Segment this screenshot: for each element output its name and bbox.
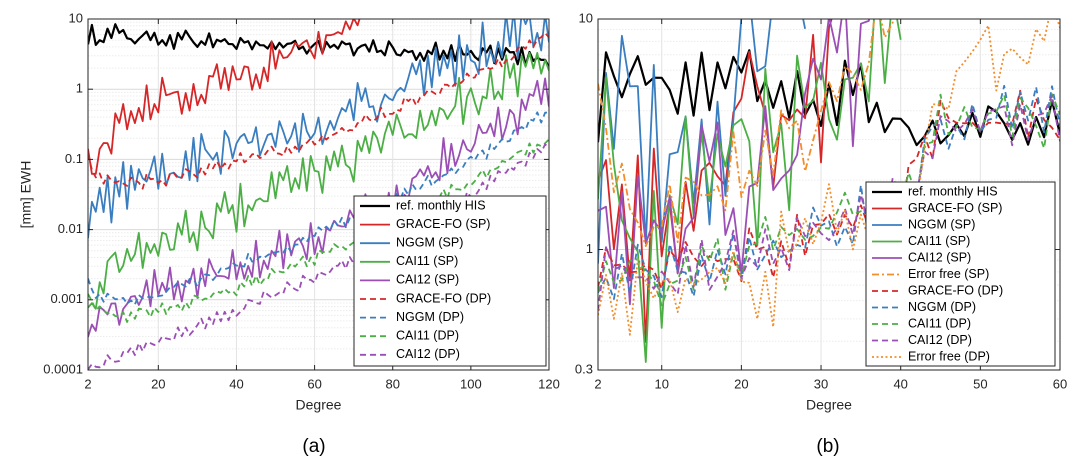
legend-entry: Error free (SP): [908, 267, 989, 281]
y-tick-label: 10: [579, 10, 593, 25]
x-tick-label: 60: [1053, 376, 1067, 391]
legend-entry: ref. monthly HIS: [396, 198, 486, 212]
series-line-5: [598, 19, 895, 247]
x-tick-label: 2: [84, 376, 91, 391]
y-axis: 0.3 1 10: [575, 10, 1060, 376]
x-axis: 2 10 20 30 40 50 60: [594, 19, 1067, 391]
x-tick-label: 30: [814, 376, 828, 391]
legend-entry: GRACE-FO (DP): [908, 283, 1003, 297]
x-tick-label: 40: [893, 376, 907, 391]
x-tick-label: 20: [734, 376, 748, 391]
x-tick-label: 80: [385, 376, 399, 391]
legend-entry: CAI12 (SP): [396, 273, 459, 287]
legend-entry: NGGM (SP): [396, 235, 463, 249]
series-line-7: [88, 138, 549, 323]
series-line-10: [598, 19, 1060, 336]
y-tick-label: 1: [76, 81, 83, 96]
legend-entry: CAI12 (DP): [396, 347, 460, 361]
series-line-9: [598, 94, 1060, 311]
series-line-5: [88, 32, 549, 190]
y-tick-label: 0.3: [575, 361, 593, 376]
panel-caption: (a): [302, 436, 325, 457]
y-tick-label: 10: [69, 10, 83, 25]
y-tick-label: 0.001: [50, 291, 83, 306]
legend-entry: GRACE-FO (DP): [396, 291, 491, 305]
x-tick-label: 50: [973, 376, 987, 391]
legend-entry: CAI12 (DP): [908, 333, 972, 347]
x-axis-label: Degree: [296, 397, 342, 413]
y-tick-label: 0.01: [58, 221, 83, 236]
series-group: [88, 19, 549, 370]
y-axis: 0.0001 0.001 0.01 0.1 1 10: [43, 10, 549, 376]
legend-entry: CAI11 (SP): [908, 234, 970, 248]
series-line-1: [88, 19, 361, 175]
legend: ref. monthly HIS GRACE-FO (SP) NGGM (SP) CA…: [353, 195, 547, 367]
x-axis-label: Degree: [806, 397, 852, 413]
axes-box: [87, 18, 550, 371]
series-line-3: [88, 52, 549, 310]
series-line-2: [598, 19, 806, 264]
series-line-7: [598, 84, 1060, 300]
x-tick-label: 120: [538, 376, 560, 391]
series-line-1: [598, 19, 833, 343]
legend-entry: GRACE-FO (SP): [908, 201, 1002, 215]
y-tick-label: 1: [586, 241, 593, 256]
y-axis-label: [mm] EWH: [18, 161, 34, 229]
series-line-4: [88, 77, 549, 338]
series-line-6: [88, 111, 549, 306]
x-tick-label: 20: [151, 376, 165, 391]
legend-entry: CAI11 (SP): [396, 254, 458, 268]
panel-caption: (b): [816, 436, 839, 457]
series-line-4: [598, 19, 870, 306]
series-line-0: [88, 23, 549, 68]
series-line-2: [88, 19, 549, 239]
x-tick-label: 40: [229, 376, 243, 391]
axes-box: [597, 18, 1061, 371]
legend-entry: NGGM (SP): [908, 217, 975, 231]
chart-panel-a: 2 20 40 60 80 100 120 0.0001 0.001 0.01 0.1 1 10 Degr…: [18, 10, 560, 413]
x-tick-label: 100: [460, 376, 482, 391]
chart-panel-b: 2 10 20 30 40 50 60 0.3 1 10 Degree ref. monthly HI…: [575, 10, 1067, 413]
legend-entry: GRACE-FO (SP): [396, 217, 490, 231]
legend-entry: Error free (DP): [908, 349, 990, 363]
series-group: [598, 19, 1060, 363]
legend-entry: CAI11 (DP): [396, 328, 459, 342]
y-tick-label: 0.1: [65, 151, 83, 166]
series-line-3: [598, 19, 902, 363]
legend: ref. monthly HIS GRACE-FO (SP) NGGM (SP) CA…: [865, 181, 1056, 367]
legend-entry: CAI11 (DP): [908, 316, 971, 330]
legend-entry: NGGM (DP): [396, 310, 464, 324]
legend-entry: CAI12 (SP): [908, 250, 971, 264]
x-tick-label: 60: [307, 376, 321, 391]
y-tick-label: 0.0001: [43, 361, 83, 376]
x-tick-label: 10: [654, 376, 668, 391]
x-axis: 2 20 40 60 80 100 120: [84, 19, 560, 391]
legend-entry: ref. monthly HIS: [908, 184, 998, 198]
x-tick-label: 2: [594, 376, 601, 391]
legend-entry: NGGM (DP): [908, 300, 976, 314]
